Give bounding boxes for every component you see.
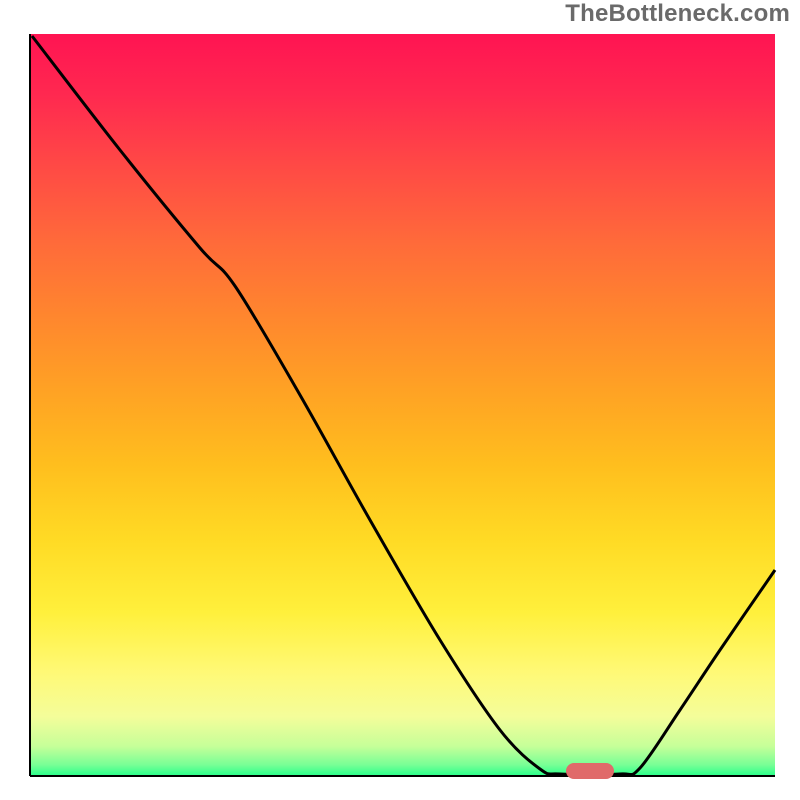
bottleneck-chart <box>0 0 800 800</box>
watermark-text: TheBottleneck.com <box>565 0 790 28</box>
optimal-marker <box>566 763 614 779</box>
chart-container: TheBottleneck.com <box>0 0 800 800</box>
plot-background <box>30 34 775 776</box>
